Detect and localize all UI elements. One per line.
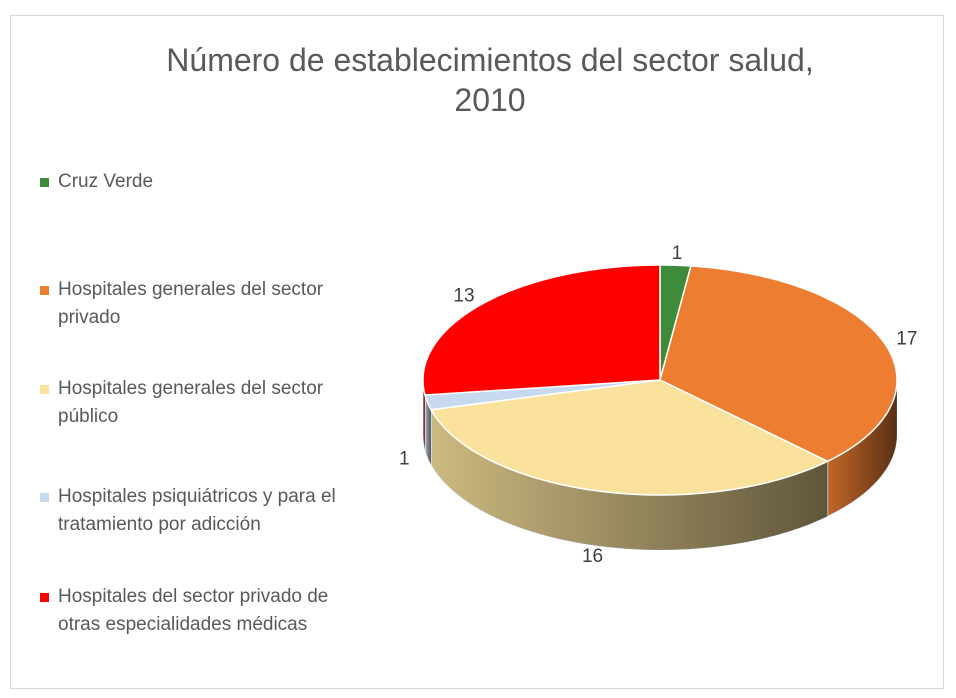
slice	[659, 265, 898, 463]
data-label: 13	[453, 286, 474, 307]
slice-side-shade	[425, 395, 432, 465]
data-label: 16	[582, 546, 603, 567]
legend-swatch	[40, 493, 49, 502]
legend-swatch	[40, 385, 49, 394]
legend-item: Hospitales psiquiátricos y para el trata…	[40, 483, 350, 539]
slice	[429, 379, 830, 496]
legend-item: Hospitales del sector privado de otras e…	[40, 583, 350, 639]
slice-side-shade	[423, 380, 426, 451]
legend-label: Cruz Verde	[58, 171, 154, 192]
slice	[424, 379, 661, 411]
legend-label: Hospitales psiquiátricos y para el trata…	[58, 486, 336, 535]
legend-swatch	[40, 593, 49, 602]
legend-item: Hospitales generales del sector privado	[40, 276, 350, 332]
legend-swatch	[40, 286, 49, 295]
legend-item: Cruz Verde	[40, 168, 350, 196]
legend-label: Hospitales del sector privado de otras e…	[58, 586, 329, 635]
slice-side-shade	[431, 409, 828, 550]
legend-swatch	[40, 178, 49, 187]
data-label: 1	[399, 449, 410, 470]
legend-label: Hospitales generales del sector público	[58, 378, 324, 427]
slice-side-shade	[827, 380, 897, 517]
chart-title: Número de establecimientos del sector sa…	[166, 42, 814, 118]
legend-item: Hospitales generales del sector público	[40, 375, 350, 431]
chart-frame	[10, 15, 944, 689]
data-label: 17	[896, 328, 917, 349]
data-label: 1	[672, 243, 683, 264]
slice	[422, 264, 661, 396]
legend-label: Hospitales generales del sector privado	[58, 279, 324, 328]
